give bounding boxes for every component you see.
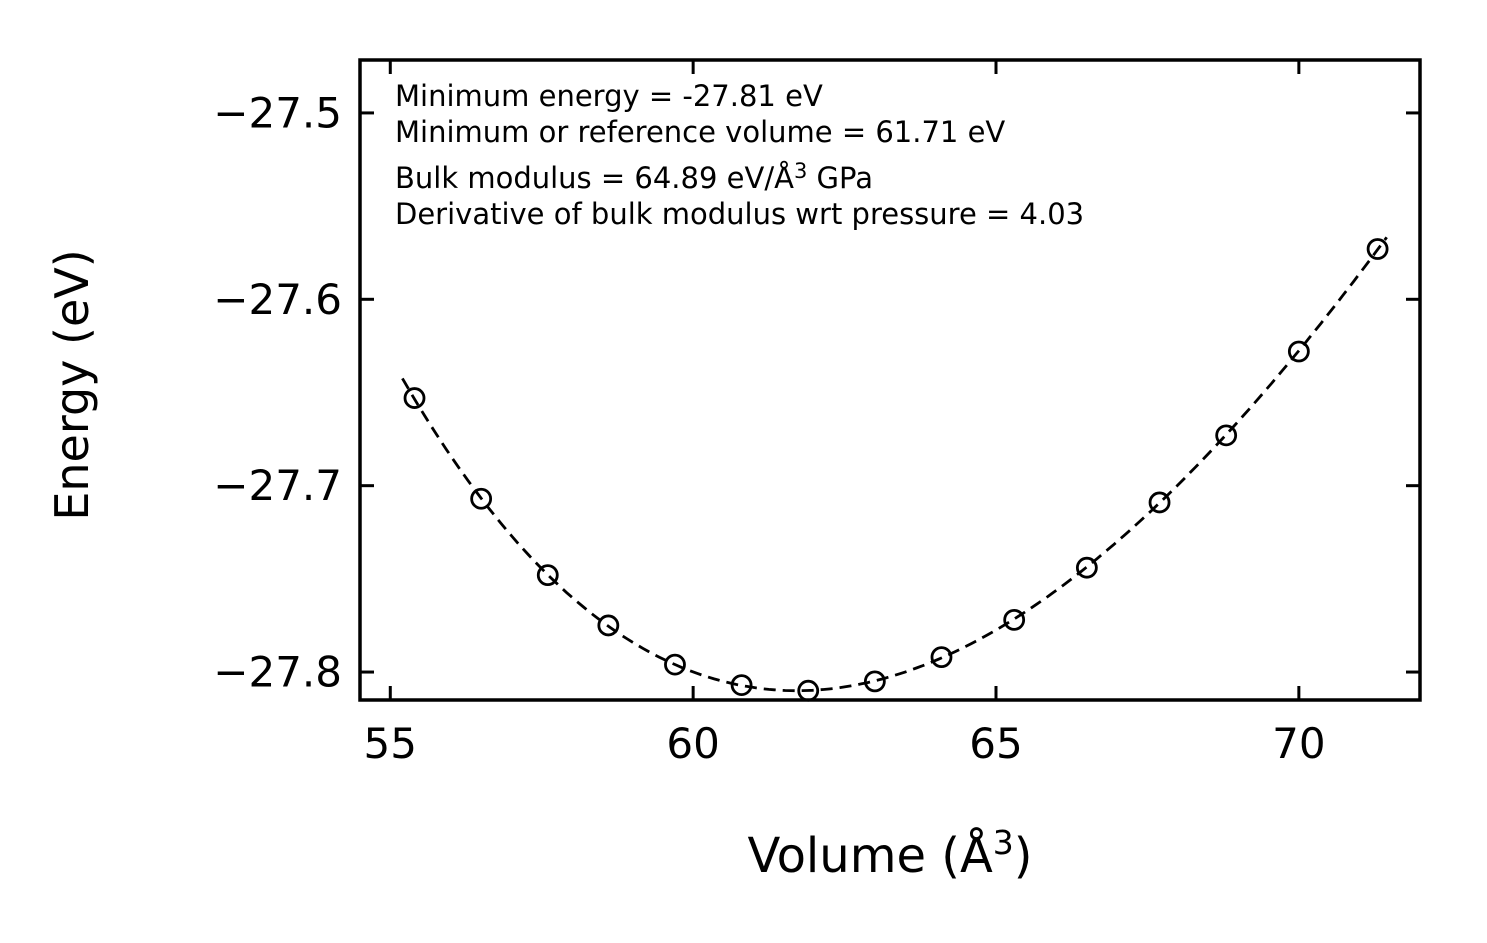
- data-point-marker: [1215, 424, 1238, 447]
- data-point-marker: [863, 670, 886, 693]
- data-point-marker: [1366, 238, 1389, 260]
- data-point-marker: [403, 387, 426, 409]
- data-point-marker: [1287, 340, 1310, 363]
- y-tick-label: −27.8: [213, 648, 342, 697]
- data-point-marker: [1075, 556, 1098, 579]
- x-tick-label: 65: [969, 719, 1022, 768]
- y-tick-label: −27.7: [213, 461, 342, 510]
- x-axis-label: Volume (Å3): [747, 823, 1032, 884]
- data-point-marker: [1003, 608, 1026, 631]
- data-point-marker: [470, 487, 493, 510]
- data-point-marker: [597, 614, 620, 637]
- data-point-marker: [664, 653, 686, 676]
- fit-curve: [401, 236, 1388, 693]
- data-point-marker: [930, 646, 953, 669]
- data-point-marker: [1148, 491, 1171, 514]
- y-tick-label: −27.5: [213, 88, 342, 137]
- annotation-line-1: Minimum energy = -27.81 eV: [395, 79, 823, 113]
- annotation-line-3: Bulk modulus = 64.89 eV/Å3 GPa: [395, 159, 873, 195]
- x-tick-label: 70: [1272, 719, 1325, 768]
- plot-border: [358, 58, 1422, 702]
- data-point-marker: [797, 679, 820, 702]
- x-tick-label: 60: [666, 719, 719, 768]
- y-axis-label: Energy (eV): [45, 249, 99, 520]
- data-point-marker: [730, 674, 753, 696]
- annotation-line-4: Derivative of bulk modulus wrt pressure …: [395, 197, 1084, 231]
- y-tick-label: −27.6: [213, 275, 342, 324]
- x-tick-label: 55: [364, 719, 417, 768]
- data-point-marker: [536, 564, 559, 587]
- annotation-line-2: Minimum or reference volume = 61.71 eV: [395, 115, 1005, 149]
